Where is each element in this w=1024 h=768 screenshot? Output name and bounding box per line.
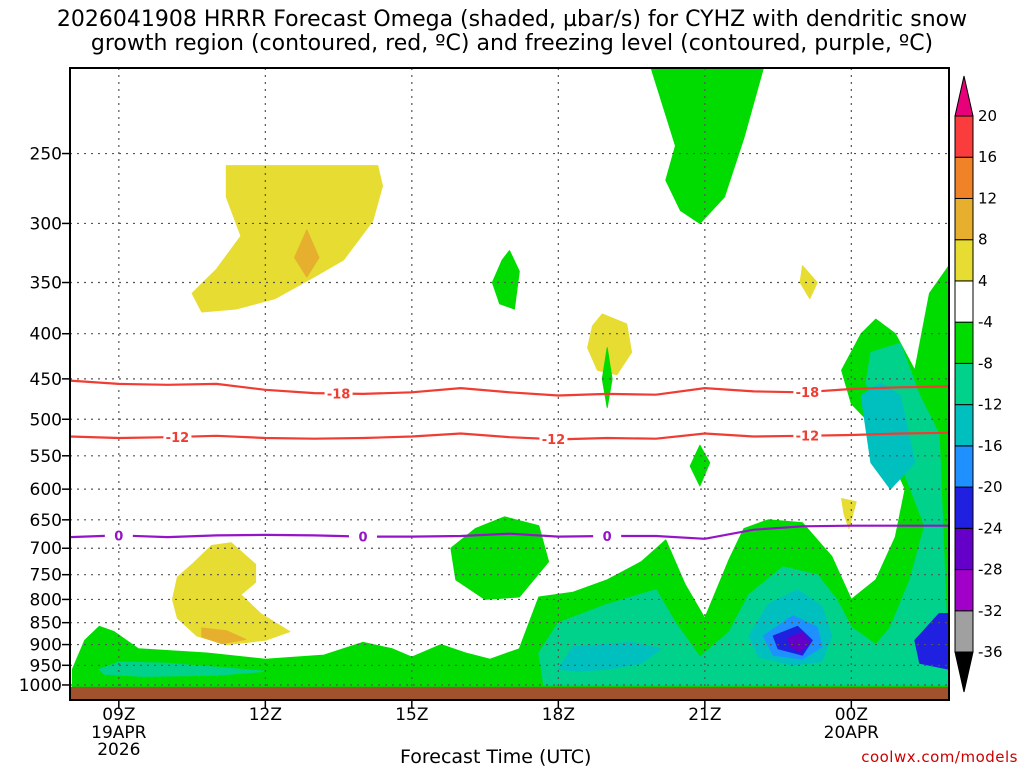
colorbar-swatch: [954, 362, 974, 406]
omega-region: [71, 265, 949, 690]
colorbar-label: -36: [978, 643, 1003, 661]
colorbar-label: -4: [978, 313, 993, 331]
omega-region: [841, 498, 857, 530]
colorbar-swatch: [954, 404, 974, 447]
contour-label: -12: [542, 433, 566, 448]
colorbar-label: 8: [978, 231, 988, 249]
y-tick-label: 650: [30, 511, 62, 531]
colorbar-swatch: [954, 280, 974, 323]
contour-label-bg: [539, 432, 568, 447]
plot-frame: [69, 67, 950, 701]
contour-label-bg: [793, 428, 822, 443]
x-axis-title: Forecast Time (UTC): [400, 746, 592, 768]
y-tick-label: 700: [30, 539, 62, 559]
omega-region: [787, 632, 811, 653]
y-tick-label: 900: [30, 636, 62, 656]
y-tick-label: 950: [30, 656, 62, 676]
x-tick-sublabel: 2026: [97, 740, 140, 760]
omega-region: [860, 382, 916, 490]
contour-label-bg: [593, 528, 622, 543]
colorbar-label: -24: [978, 519, 1003, 537]
colorbar-label: -12: [978, 396, 1003, 414]
colorbar-label: -8: [978, 354, 993, 372]
contour-line: [70, 524, 949, 540]
omega-region: [557, 641, 662, 672]
contour-label: 0: [358, 531, 367, 546]
colorbar-max-triangle: [954, 75, 974, 117]
credit-link[interactable]: coolwx.com/models: [861, 748, 1018, 766]
colorbar-swatch: [954, 197, 974, 241]
ground-fill: [70, 686, 949, 700]
x-tick-label: 00Z: [835, 705, 868, 725]
omega-region: [191, 165, 383, 313]
contour-label: -18: [796, 386, 820, 401]
omega-region: [172, 542, 291, 646]
contour-label-bg: [324, 386, 353, 401]
colorbar-swatch: [954, 445, 974, 488]
y-tick-label: 350: [30, 274, 62, 294]
contour-label-bg: [349, 529, 377, 544]
colorbar-min-triangle: [954, 651, 974, 693]
contour-label: 0: [114, 529, 123, 544]
contour-label: -18: [327, 387, 351, 402]
colorbar-label: 16: [978, 148, 997, 166]
y-tick-label: 450: [30, 370, 62, 390]
colorbar-swatch: [954, 321, 974, 364]
colorbar-label: 4: [978, 272, 988, 290]
colorbar: 20 16 12 8 4 -4 -8 -12 -16 -20 -24 -28 -32 -36: [954, 75, 1003, 693]
y-tick-label: 800: [30, 590, 62, 610]
colorbar-swatch: [954, 527, 974, 571]
colorbar-swatch: [954, 115, 974, 158]
y-tick-label: 300: [30, 214, 62, 234]
colorbar-swatch: [954, 156, 974, 199]
omega-region: [689, 444, 711, 487]
omega-region: [799, 265, 818, 300]
omega-region: [650, 68, 764, 224]
plot-area: -18 -18 -12 -12 -12 0 0 0: [70, 68, 949, 700]
contour-label: -12: [796, 430, 820, 445]
chart-title: 2026041908 HRRR Forecast Omega (shaded, …: [56, 7, 968, 56]
colorbar-swatch: [954, 486, 974, 529]
x-tick-label: 09Z: [102, 705, 135, 725]
colorbar-swatch: [954, 239, 974, 282]
y-axis: 2503003504004505005506006507007508008509…: [19, 145, 70, 696]
y-tick-label: 250: [30, 145, 62, 165]
colorbar-label: -32: [978, 602, 1003, 620]
x-tick-label: 12Z: [249, 705, 282, 725]
colorbar-swatch: [954, 569, 974, 612]
omega-region: [601, 347, 613, 409]
colorbar-label: -16: [978, 437, 1003, 455]
y-tick-label: 550: [30, 447, 62, 467]
omega-region: [491, 250, 520, 310]
omega-region: [914, 613, 949, 670]
x-tick-label: 18Z: [542, 705, 575, 725]
y-tick-label: 400: [30, 325, 62, 345]
colorbar-label: -20: [978, 478, 1003, 496]
colorbar-label: -28: [978, 561, 1003, 579]
contour-label-bg: [793, 384, 822, 399]
contour-label-bg: [104, 528, 133, 543]
contour-label: -12: [166, 431, 190, 446]
omega-region: [450, 516, 550, 600]
y-tick-label: 600: [30, 480, 62, 500]
y-tick-label: 750: [30, 566, 62, 586]
colorbar-swatch: [954, 610, 974, 653]
x-tick-sublabel: 20APR: [824, 723, 880, 743]
contour-label-bg: [163, 429, 192, 444]
colorbar-label: 20: [978, 107, 997, 125]
x-tick-sublabel: 19APR: [91, 723, 147, 743]
contour-label: 0: [603, 530, 612, 545]
y-tick-label: 850: [30, 614, 62, 634]
omega-region: [201, 627, 247, 645]
y-tick-label: 1000: [19, 676, 62, 696]
omega-region: [294, 229, 320, 278]
x-tick-label: 15Z: [395, 705, 428, 725]
colorbar-label: 12: [978, 189, 997, 207]
x-tick-label: 21Z: [688, 705, 721, 725]
y-tick-label: 500: [30, 410, 62, 430]
